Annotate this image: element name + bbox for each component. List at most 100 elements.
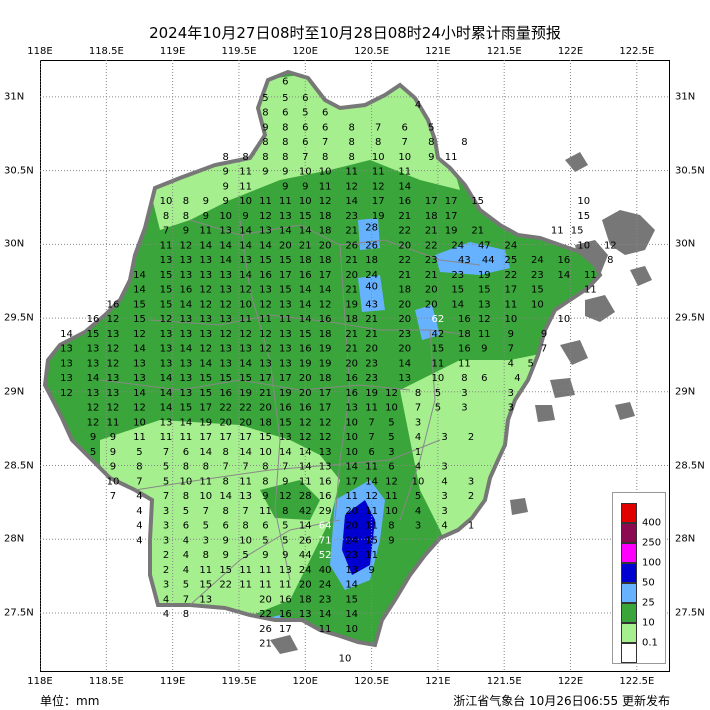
rainfall-value: 8	[183, 609, 189, 620]
rainfall-value: 4	[441, 521, 447, 532]
rainfall-value: 13	[133, 373, 146, 384]
rainfall-value: 23	[365, 373, 378, 384]
legend-swatch	[621, 563, 637, 583]
rainfall-value: 18	[319, 211, 332, 222]
rainfall-value: 16	[299, 270, 312, 281]
rainfall-value: 12	[219, 329, 232, 340]
rainfall-value: 16	[398, 196, 411, 207]
rainfall-value: 23	[345, 211, 358, 222]
rainfall-value: 9	[222, 167, 228, 178]
rainfall-value: 9	[262, 122, 268, 133]
rainfall-value: 6	[282, 77, 288, 88]
rainfall-value: 18	[319, 226, 332, 237]
rainfall-value: 20	[365, 344, 378, 355]
lon-tick-top: 118E	[27, 46, 53, 57]
rainfall-value: 18	[458, 329, 471, 340]
rainfall-value: 11	[279, 580, 292, 591]
rainfall-value: 12	[259, 329, 272, 340]
rainfall-value: 14	[319, 285, 332, 296]
rainfall-value: 3	[441, 432, 447, 443]
rainfall-value: 14	[299, 226, 312, 237]
rainfall-value: 20	[398, 344, 411, 355]
rainfall-value: 13	[180, 329, 193, 340]
rainfall-value: 11	[259, 506, 272, 517]
rainfall-value: 15	[365, 535, 378, 546]
rainfall-value: 19	[199, 417, 212, 428]
rainfall-value: 14	[239, 226, 252, 237]
rainfall-value: 15	[160, 299, 173, 310]
rainfall-value: 4	[508, 358, 514, 369]
rainfall-value: 13	[199, 255, 212, 266]
rainfall-value: 15	[279, 417, 292, 428]
rainfall-value: 8	[388, 521, 394, 532]
rainfall-value: 11	[259, 565, 272, 576]
rainfall-value: 10	[239, 196, 252, 207]
rainfall-value: 5	[262, 93, 268, 104]
rainfall-value: 9	[282, 167, 288, 178]
lon-tick-bottom: 120.5E	[354, 676, 390, 687]
rainfall-value: 13	[259, 285, 272, 296]
lon-tick-top: 121.5E	[486, 46, 522, 57]
rainfall-value: 11	[279, 196, 292, 207]
rainfall-value: 21	[345, 226, 358, 237]
rainfall-value: 22	[259, 609, 272, 620]
rainfall-value: 13	[60, 373, 73, 384]
rainfall-value: 13	[279, 565, 292, 576]
rainfall-value: 3	[441, 491, 447, 502]
rainfall-value: 20	[345, 270, 358, 281]
rainfall-value: 9	[222, 181, 228, 192]
rainfall-value: 12	[87, 403, 100, 414]
rainfall-value: 21	[345, 344, 358, 355]
rainfall-value: 5	[282, 535, 288, 546]
lon-tick-bottom: 122.5E	[619, 676, 655, 687]
rainfall-value: 5	[90, 447, 96, 458]
rainfall-value: 19	[239, 388, 252, 399]
rainfall-value: 11	[259, 314, 272, 325]
rainfall-value: 11	[199, 226, 212, 237]
rainfall-value: 17	[372, 196, 385, 207]
rainfall-value: 13	[259, 358, 272, 369]
rainfall-value: 8	[242, 152, 248, 163]
rainfall-value: 13	[199, 329, 212, 340]
rainfall-value: 14	[398, 358, 411, 369]
rainfall-value: 16	[299, 403, 312, 414]
rainfall-value: 20	[345, 506, 358, 517]
rainfall-value: 10	[504, 314, 517, 325]
rainfall-value: 11	[199, 476, 212, 487]
rainfall-value: 14	[319, 609, 332, 620]
rainfall-value: 5	[163, 462, 169, 473]
rainfall-value: 18	[365, 255, 378, 266]
lon-tick-top: 120E	[292, 46, 318, 57]
rainfall-value: 8	[136, 462, 142, 473]
legend-label: 400	[642, 517, 662, 529]
rainfall-value: 14	[239, 240, 252, 251]
unit-label: 单位：mm	[40, 694, 100, 708]
rainfall-value: 12	[279, 491, 292, 502]
rainfall-value: 11	[478, 329, 491, 340]
legend-swatch	[621, 623, 637, 643]
rainfall-value: 23	[451, 270, 464, 281]
rainfall-value: 11	[365, 462, 378, 473]
rainfall-value: 4	[183, 550, 189, 561]
rainfall-value: 22	[425, 240, 438, 251]
rainfall-value: 13	[87, 358, 100, 369]
rainfall-value: 4	[136, 521, 142, 532]
rainfall-value: 20	[425, 285, 438, 296]
rainfall-value: 14	[299, 285, 312, 296]
rainfall-value: 5	[282, 93, 288, 104]
rainfall-value: 10	[160, 196, 173, 207]
rainfall-value: 7	[375, 122, 381, 133]
rainfall-value: 15	[531, 285, 544, 296]
rainfall-value: 14	[219, 240, 232, 251]
rainfall-value: 7	[136, 476, 142, 487]
rainfall-value: 10	[345, 417, 358, 428]
rainfall-value: 15	[259, 432, 272, 443]
lat-tick-right: 31N	[675, 91, 696, 103]
rainfall-value: 20	[398, 314, 411, 325]
rainfall-value: 3	[508, 388, 514, 399]
rainfall-value: 14	[299, 521, 312, 532]
rainfall-value: 16	[279, 403, 292, 414]
rainfall-value: 7	[402, 137, 408, 148]
rainfall-value: 13	[160, 417, 173, 428]
rainfall-value: 7	[282, 462, 288, 473]
